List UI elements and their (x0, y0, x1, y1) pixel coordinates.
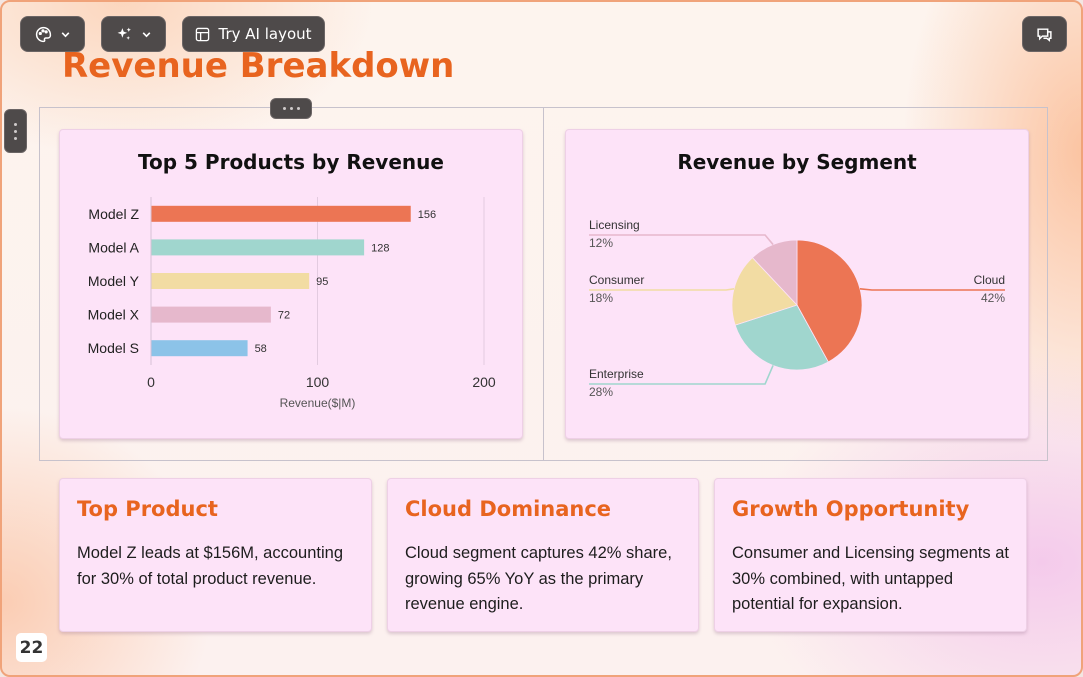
slice-percent: 28% (589, 385, 613, 399)
x-tick-label: 0 (147, 374, 155, 390)
leader-line (589, 365, 774, 385)
try-ai-layout-button[interactable]: Try AI layout (182, 16, 325, 52)
slice-percent: 12% (589, 236, 613, 250)
chevron-down-icon (142, 31, 150, 37)
pie-chart: Cloud 42% Enterprise 28% Consumer 18% Licensin… (589, 218, 1005, 399)
data-label: 128 (371, 242, 389, 254)
bar (151, 205, 411, 222)
insight-title: Growth Opportunity (732, 497, 970, 521)
bar (151, 239, 365, 256)
try-ai-layout-label: Try AI layout (218, 25, 312, 43)
data-label: 72 (278, 310, 290, 322)
insight-title: Top Product (77, 497, 218, 521)
page-number: 22 (16, 633, 47, 662)
theme-button[interactable] (20, 16, 85, 52)
comment-icon (1037, 27, 1052, 42)
insight-card-growth-opportunity[interactable]: Growth Opportunity Consumer and Licensin… (714, 478, 1027, 632)
block-handle[interactable] (4, 109, 27, 153)
drag-handle[interactable] (270, 98, 312, 119)
slice-label: Cloud (974, 273, 1005, 287)
selection-column-divider (543, 107, 544, 461)
pie-slice (731, 257, 798, 326)
bar-chart-title: Top 5 Products by Revenue (138, 150, 444, 174)
bar-chart: 0 100 200 Model Z 156 Model A 128 Model Y 95 Mode… (88, 197, 496, 410)
y-tick-label: Model Z (88, 206, 139, 222)
data-label: 95 (316, 276, 328, 288)
insight-card-top-product[interactable]: Top Product Model Z leads at $156M, acco… (59, 478, 372, 632)
bar-chart-card[interactable]: Top 5 Products by Revenue 0 100 200 Model Z… (59, 129, 523, 439)
leader-line (589, 288, 735, 291)
y-tick-label: Model X (88, 307, 140, 323)
x-tick-label: 100 (306, 374, 330, 390)
pie-chart-card[interactable]: Revenue by Segment Cloud 42% Enterprise 28%… (565, 129, 1029, 439)
bar (151, 306, 271, 323)
chevron-down-icon (61, 31, 69, 37)
leader-line (859, 288, 1005, 291)
data-label: 156 (418, 209, 436, 221)
insight-body: Cloud segment captures 42% share, growin… (405, 544, 672, 613)
palette-icon (35, 26, 51, 42)
slice-percent: 18% (589, 291, 613, 305)
bar (151, 340, 248, 357)
layout-icon (196, 27, 210, 41)
sparkle-icon (117, 27, 131, 40)
magic-button[interactable] (101, 16, 166, 52)
insight-title: Cloud Dominance (405, 497, 612, 521)
leader-line (589, 234, 774, 246)
slice-label: Consumer (589, 273, 644, 287)
comments-button[interactable] (1022, 16, 1067, 52)
slide-title[interactable]: Revenue Breakdown (62, 46, 455, 86)
x-tick-label: 200 (472, 374, 496, 390)
bar (151, 273, 310, 289)
y-tick-label: Model Y (88, 273, 140, 289)
slice-label: Enterprise (589, 367, 644, 381)
slice-percent: 42% (981, 291, 1005, 305)
insight-card-cloud-dominance[interactable]: Cloud Dominance Cloud segment captures 4… (387, 478, 699, 632)
data-label: 58 (255, 343, 267, 355)
slice-label: Licensing (589, 218, 640, 232)
pie-chart-title: Revenue by Segment (677, 150, 917, 174)
y-tick-label: Model A (88, 239, 139, 255)
insight-body: Model Z leads at $156M, accounting for 3… (77, 544, 343, 588)
insight-body: Consumer and Licensing segments at 30% c… (732, 544, 1009, 613)
x-axis-label: Revenue($|M) (280, 396, 356, 410)
y-tick-label: Model S (88, 340, 139, 356)
